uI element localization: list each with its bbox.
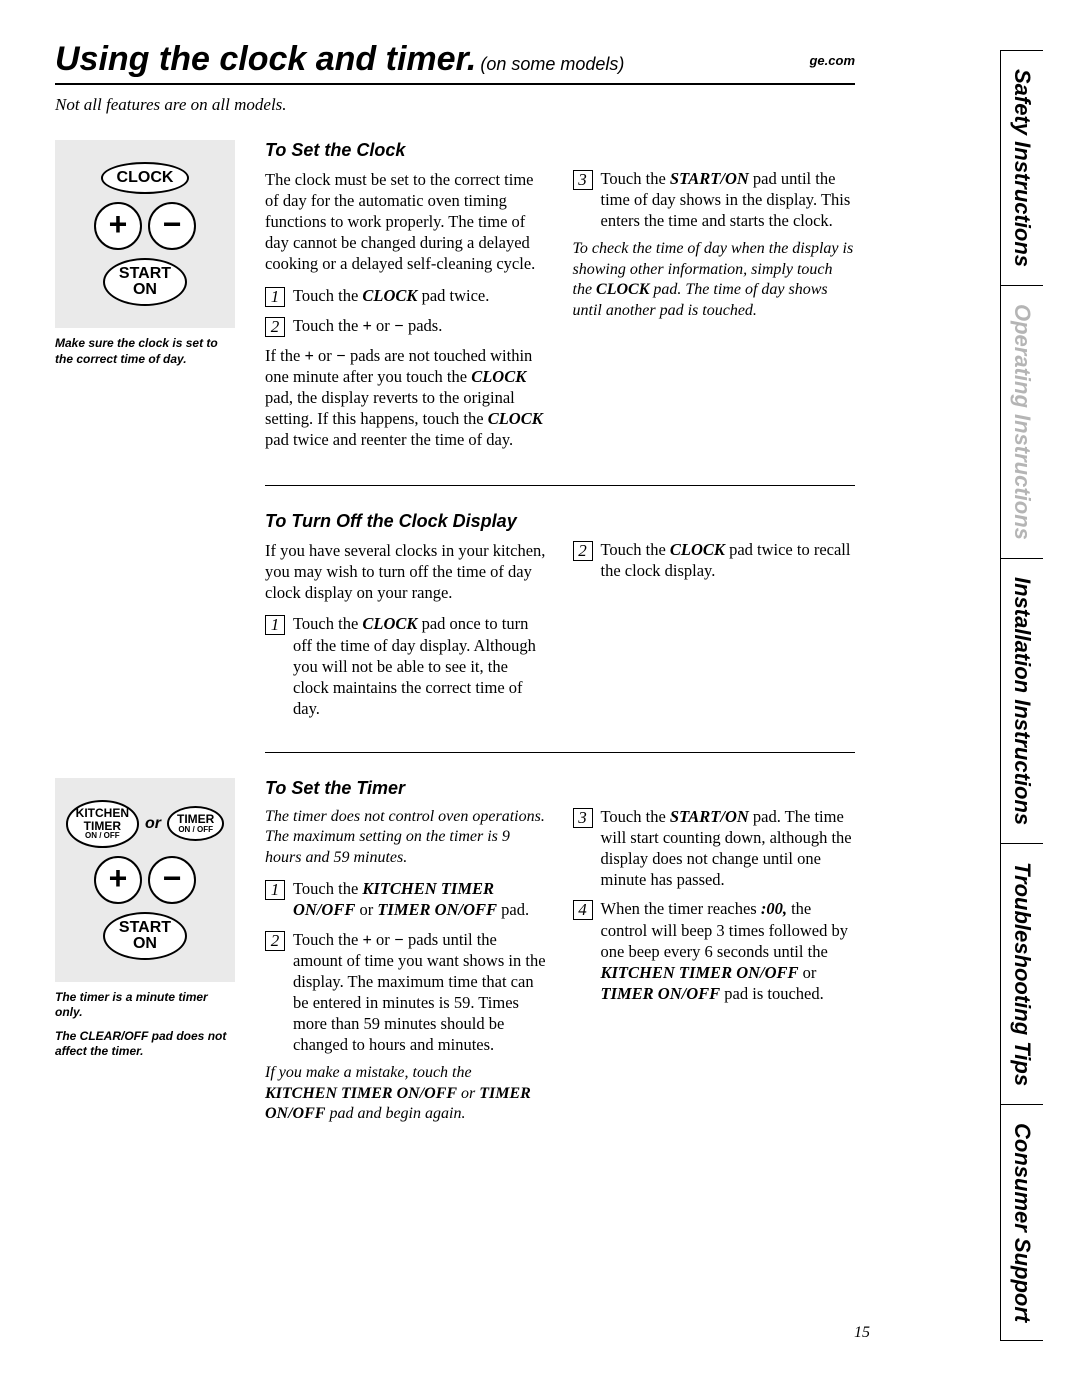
section-set-clock-body: To Set the Clock The clock must be set t… — [265, 140, 855, 460]
step-text: Touch the START/ON pad until the time of… — [601, 168, 856, 231]
heading-set-clock: To Set the Clock — [265, 140, 548, 161]
step-text: Touch the + or − pads. — [293, 315, 548, 337]
section-clock-off-body: To Turn Off the Clock Display If you hav… — [265, 511, 855, 727]
page-content: Using the clock and timer. (on some mode… — [55, 40, 855, 1135]
timer-intro: The timer does not control oven operatio… — [265, 807, 548, 868]
pad-start-line2: ON — [133, 281, 157, 298]
clockoff-step-1: 1 Touch the CLOCK pad once to turn off t… — [265, 613, 548, 719]
pad-clock: CLOCK — [101, 162, 190, 194]
step-text: Touch the START/ON pad. The time will st… — [601, 806, 856, 890]
pad-minus: − — [148, 202, 196, 250]
col-right: 3 Touch the START/ON pad. The time will … — [573, 778, 856, 1135]
diagram-timer-wrap: KITCHENTIMERON / OFF or TIMERON / OFF + … — [55, 778, 265, 1135]
heading-timer: To Set the Timer — [265, 778, 548, 799]
timer-step-2: 2 Touch the + or − pads until the amount… — [265, 929, 548, 1056]
page-title: Using the clock and timer. — [55, 40, 476, 78]
timer-mistake: If you make a mistake, touch the KITCHEN… — [265, 1063, 548, 1124]
clockoff-step-2: 2 Touch the CLOCK pad twice to recall th… — [573, 539, 856, 581]
clock-note: To check the time of day when the displa… — [573, 239, 856, 321]
step-number-icon: 3 — [573, 808, 593, 828]
step-number-icon: 1 — [265, 615, 285, 635]
tab-operating[interactable]: Operating Instructions — [1000, 286, 1043, 559]
pad-start-line1: START — [119, 265, 171, 282]
col-left: To Set the Clock The clock must be set t… — [265, 140, 548, 460]
timer-step-4: 4 When the timer reaches :00, the contro… — [573, 898, 856, 1004]
col-right: 3 Touch the START/ON pad until the time … — [573, 140, 856, 460]
section-set-clock: CLOCK + − STARTON Make sure the clock is… — [55, 140, 855, 460]
step-number-icon: 3 — [573, 170, 593, 190]
diagram-empty — [55, 511, 265, 727]
step-number-icon: 2 — [265, 317, 285, 337]
tab-installation[interactable]: Installation Instructions — [1000, 559, 1043, 844]
step-number-icon: 4 — [573, 900, 593, 920]
step-text: When the timer reaches :00, the control … — [601, 898, 856, 1004]
step-text: Touch the CLOCK pad twice to recall the … — [601, 539, 856, 581]
pad-plus: + — [94, 202, 142, 250]
clock-para2: If the + or − pads are not touched withi… — [265, 345, 548, 451]
diagram-timer-caption-2: The CLEAR/OFF pad does not affect the ti… — [55, 1029, 235, 1060]
col-left: To Turn Off the Clock Display If you hav… — [265, 511, 548, 727]
section-rule — [265, 752, 855, 753]
pad-minus: − — [148, 856, 196, 904]
step-number-icon: 2 — [265, 931, 285, 951]
side-tabs: Safety Instructions Operating Instructio… — [1000, 50, 1050, 1341]
clock-step-3: 3 Touch the START/ON pad until the time … — [573, 168, 856, 231]
timer-step-1: 1 Touch the KITCHEN TIMER ON/OFF or TIME… — [265, 878, 548, 920]
heading-clock-off: To Turn Off the Clock Display — [265, 511, 548, 532]
site-link: ge.com — [809, 53, 855, 68]
step-number-icon: 1 — [265, 880, 285, 900]
section-timer-body: To Set the Timer The timer does not cont… — [265, 778, 855, 1135]
tab-safety[interactable]: Safety Instructions — [1000, 50, 1043, 286]
pad-plus: + — [94, 856, 142, 904]
clock-step-2: 2 Touch the + or − pads. — [265, 315, 548, 337]
page-number: 15 — [854, 1324, 870, 1342]
pad-kitchen-timer: KITCHENTIMERON / OFF — [66, 800, 139, 848]
col-left: To Set the Timer The timer does not cont… — [265, 778, 548, 1135]
step-text: Touch the CLOCK pad once to turn off the… — [293, 613, 548, 719]
title-row: Using the clock and timer. (on some mode… — [55, 40, 855, 79]
diagram-clock-caption: Make sure the clock is set to the correc… — [55, 336, 235, 367]
feature-note: Not all features are on all models. — [55, 95, 855, 115]
step-text: Touch the CLOCK pad twice. — [293, 285, 548, 307]
pad-timer: TIMERON / OFF — [167, 806, 224, 841]
section-clock-off: To Turn Off the Clock Display If you hav… — [55, 511, 855, 727]
step-text: Touch the KITCHEN TIMER ON/OFF or TIMER … — [293, 878, 548, 920]
page-title-sub: (on some models) — [480, 54, 624, 74]
pad-start-on: STARTON — [103, 912, 187, 960]
diagram-timer-caption-1: The timer is a minute timer only. — [55, 990, 235, 1021]
diagram-clock-wrap: CLOCK + − STARTON Make sure the clock is… — [55, 140, 265, 460]
or-label: or — [145, 815, 161, 833]
pad-start-on: STARTON — [103, 258, 187, 306]
timer-step-3: 3 Touch the START/ON pad. The time will … — [573, 806, 856, 890]
tab-consumer[interactable]: Consumer Support — [1000, 1105, 1043, 1341]
section-rule — [265, 485, 855, 486]
diagram-clock: CLOCK + − STARTON — [55, 140, 235, 328]
clock-step-1: 1 Touch the CLOCK pad twice. — [265, 285, 548, 307]
title-rule — [55, 83, 855, 85]
step-number-icon: 2 — [573, 541, 593, 561]
clock-intro: The clock must be set to the correct tim… — [265, 169, 548, 275]
clockoff-intro: If you have several clocks in your kitch… — [265, 540, 548, 603]
col-right: 2 Touch the CLOCK pad twice to recall th… — [573, 511, 856, 727]
step-text: Touch the + or − pads until the amount o… — [293, 929, 548, 1056]
tab-troubleshooting[interactable]: Troubleshooting Tips — [1000, 844, 1043, 1105]
step-number-icon: 1 — [265, 287, 285, 307]
diagram-timer: KITCHENTIMERON / OFF or TIMERON / OFF + … — [55, 778, 235, 982]
section-timer: KITCHENTIMERON / OFF or TIMERON / OFF + … — [55, 778, 855, 1135]
